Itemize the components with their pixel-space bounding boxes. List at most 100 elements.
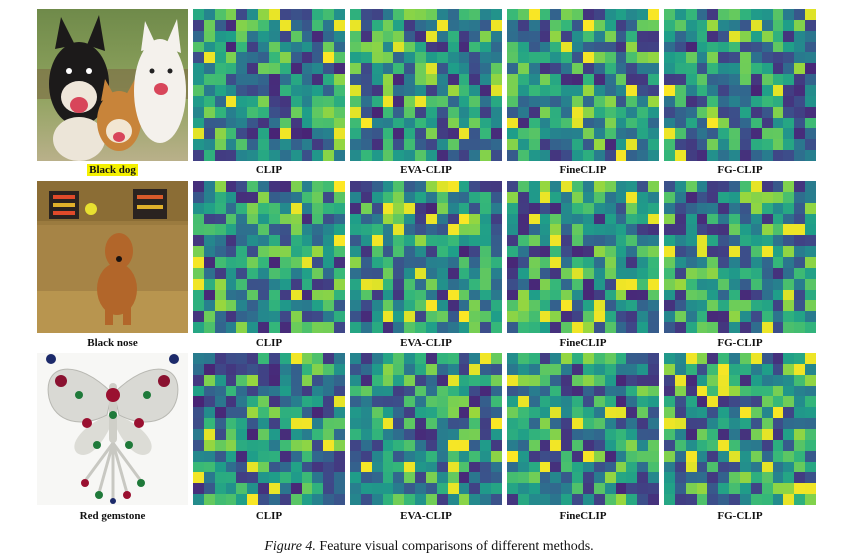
heatmap-cell	[268, 74, 280, 85]
heatmap-cell	[225, 267, 237, 279]
heatmap-cell	[517, 300, 529, 312]
heatmap-cell	[447, 472, 459, 484]
heatmap-cell	[528, 311, 540, 323]
heatmap-cell	[334, 213, 345, 225]
heatmap-cell	[247, 52, 259, 64]
heatmap-cell	[350, 74, 361, 85]
heatmap-cell	[604, 450, 616, 462]
heatmap-cell	[772, 139, 784, 151]
heatmap-cell	[739, 191, 751, 203]
heatmap-cell	[739, 246, 751, 257]
heatmap-cell	[491, 363, 502, 375]
heatmap-cell	[528, 289, 540, 301]
heatmap-cell	[393, 256, 405, 268]
heatmap-cell	[794, 106, 806, 118]
heatmap-cell	[507, 300, 518, 312]
heatmap-cell	[729, 246, 740, 257]
heatmap-cell	[685, 139, 697, 151]
heatmap-cell	[404, 30, 416, 42]
heatmap-cell	[637, 181, 649, 192]
heatmap-cell	[685, 311, 697, 323]
heatmap-cell	[783, 322, 795, 333]
heatmap-cell	[425, 19, 437, 31]
heatmap-cell	[469, 428, 481, 440]
heatmap-cell	[312, 353, 324, 364]
heatmap-cell	[436, 418, 448, 429]
heatmap-cell	[729, 181, 740, 192]
heatmap-cell	[626, 256, 638, 268]
heatmap-cell	[750, 224, 762, 236]
heatmap-cell	[491, 41, 502, 53]
heatmap-cell	[290, 300, 302, 312]
heatmap-cell	[425, 311, 437, 323]
heatmap-cell	[805, 300, 816, 312]
heatmap-cell	[360, 235, 372, 247]
heatmap-cell	[312, 267, 324, 279]
heatmap-cell	[382, 128, 394, 140]
heatmap-cell	[528, 74, 540, 85]
heatmap-cell	[648, 74, 659, 85]
heatmap-cell	[572, 428, 583, 440]
heatmap-cell	[371, 128, 383, 140]
heatmap-cell	[664, 278, 675, 290]
heatmap-cell	[247, 9, 259, 20]
heatmap-cell	[561, 139, 573, 151]
heatmap-cell	[783, 374, 795, 386]
heatmap-cell	[772, 150, 784, 161]
heatmap-cell	[480, 374, 492, 386]
heatmap-cell	[404, 494, 416, 505]
heatmap-cell	[648, 19, 659, 31]
heatmap-cell	[729, 278, 740, 290]
heatmap-cell	[604, 246, 616, 257]
heatmap-cell	[664, 267, 675, 279]
heatmap-cell	[236, 117, 248, 129]
heatmap-cell	[561, 84, 573, 96]
heatmap-cell	[360, 224, 372, 236]
heatmap-cell	[415, 224, 426, 236]
heatmap-cell	[626, 353, 638, 364]
heatmap-cell	[312, 52, 324, 64]
heatmap-cell	[415, 19, 426, 31]
heatmap-cell	[458, 472, 470, 484]
heatmap-cell	[539, 41, 551, 53]
heatmap-cell	[772, 84, 784, 96]
heatmap-cell	[415, 472, 426, 484]
heatmap-cell	[350, 150, 361, 161]
heatmap-cell	[360, 396, 372, 408]
heatmap-cell	[550, 63, 562, 75]
heatmap-cell	[783, 494, 795, 505]
heatmap-cell	[794, 428, 806, 440]
heatmap-cell	[718, 267, 730, 279]
heatmap-cell	[604, 63, 616, 75]
heatmap-cell	[334, 300, 345, 312]
heatmap-cell	[648, 418, 659, 429]
heatmap-cell	[193, 150, 204, 161]
heatmap-cell	[582, 246, 594, 257]
heatmap-cell	[739, 322, 751, 333]
heatmap-cell	[637, 385, 649, 397]
heatmap-cell	[707, 494, 719, 505]
heatmap-cell	[458, 300, 470, 312]
heatmap-cell	[279, 267, 291, 279]
heatmap-cell	[382, 74, 394, 85]
heatmap-cell	[696, 428, 708, 440]
heatmap-cell	[404, 202, 416, 214]
heatmap-cell	[382, 106, 394, 118]
heatmap-cell	[469, 150, 481, 161]
heatmap-cell	[236, 213, 248, 225]
heatmap-cell	[794, 213, 806, 225]
heatmap-cell	[761, 483, 773, 495]
heatmap-cell	[626, 95, 638, 107]
heatmap-cell	[225, 353, 237, 364]
heatmap-cell	[750, 322, 762, 333]
heatmap-cell	[225, 202, 237, 214]
heatmap-cell	[404, 139, 416, 151]
heatmap-cell	[382, 278, 394, 290]
heatmap-cell	[371, 41, 383, 53]
heatmap-cell	[447, 63, 459, 75]
heatmap-cell	[561, 311, 573, 323]
heatmap-cell	[371, 235, 383, 247]
heatmap-cell	[648, 483, 659, 495]
heatmap-cell	[783, 472, 795, 484]
heatmap-cell	[323, 52, 335, 64]
